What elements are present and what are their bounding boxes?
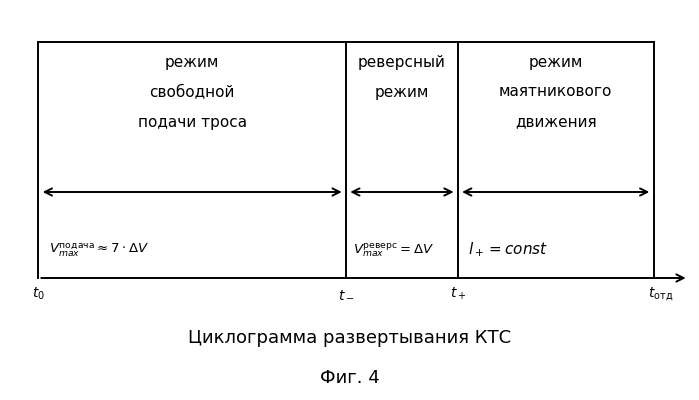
Text: режим: режим (528, 54, 583, 70)
Text: режим: режим (165, 54, 219, 70)
Text: свободной: свободной (150, 84, 235, 100)
Text: маятникового: маятникового (499, 84, 612, 100)
Text: $V_{max}^{\mathsf{реверс}} = \Delta V$: $V_{max}^{\mathsf{реверс}} = \Delta V$ (353, 241, 434, 259)
Text: $l_+ = \mathit{const}$: $l_+ = \mathit{const}$ (468, 241, 549, 259)
Text: реверсный: реверсный (358, 54, 446, 70)
Text: подачи троса: подачи троса (138, 114, 247, 130)
Text: $V_{max}^{\mathsf{подача}} \approx 7 \cdot \Delta V$: $V_{max}^{\mathsf{подача}} \approx 7 \cd… (49, 241, 149, 259)
Text: $t_{\mathsf{отд}}$: $t_{\mathsf{отд}}$ (648, 285, 673, 303)
Text: $t_-$: $t_-$ (338, 287, 354, 301)
Text: движения: движения (515, 114, 596, 130)
Text: режим: режим (375, 84, 429, 100)
Text: Циклограмма развертывания КТС: Циклограмма развертывания КТС (188, 329, 511, 347)
Text: $t_0$: $t_0$ (32, 286, 45, 302)
Text: Фиг. 4: Фиг. 4 (319, 369, 380, 387)
Text: $t_+$: $t_+$ (449, 286, 466, 302)
